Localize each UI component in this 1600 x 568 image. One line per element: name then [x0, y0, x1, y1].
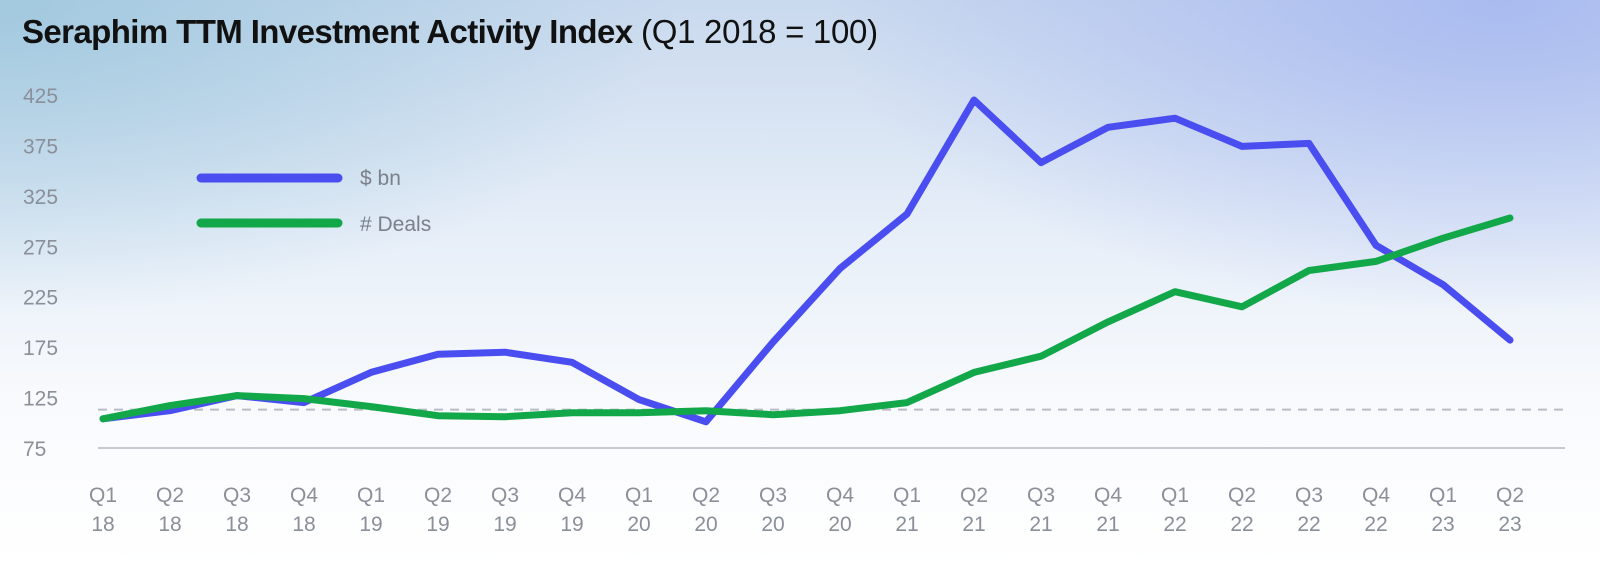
x-tick-quarter: Q4 [1094, 484, 1122, 507]
x-tick-quarter: Q3 [759, 484, 787, 507]
x-tick-quarter: Q4 [290, 484, 318, 507]
y-tick-label: 225 [23, 287, 58, 310]
y-tick-label: 75 [23, 438, 46, 461]
x-tick-year: 21 [1096, 513, 1119, 536]
x-tick-year: 18 [91, 513, 114, 536]
legend-item-usd: $ bn [196, 167, 401, 190]
x-tick-quarter: Q1 [1429, 484, 1457, 507]
x-tick-quarter: Q2 [692, 484, 720, 507]
chart-title: Seraphim TTM Investment Activity Index (… [22, 12, 878, 52]
x-tick-year: 20 [627, 513, 650, 536]
x-tick-year: 23 [1498, 513, 1521, 536]
x-tick-year: 20 [828, 513, 851, 536]
legend-item-deals: # Deals [196, 213, 431, 236]
x-tick-quarter: Q1 [357, 484, 385, 507]
x-tick-year: 18 [225, 513, 248, 536]
x-tick-quarter: Q2 [960, 484, 988, 507]
x-tick-year: 18 [158, 513, 181, 536]
series-line-usd [99, 96, 1514, 426]
x-tick-year: 22 [1364, 513, 1387, 536]
x-axis-ticks: Q118Q218Q318Q418Q119Q219Q319Q419Q120Q220… [89, 484, 1524, 536]
x-tick-quarter: Q4 [1362, 484, 1390, 507]
x-tick-quarter: Q1 [89, 484, 117, 507]
x-tick-year: 22 [1297, 513, 1320, 536]
x-tick-year: 20 [694, 513, 717, 536]
x-tick-quarter: Q2 [1496, 484, 1524, 507]
chart-title-main: Seraphim TTM Investment Activity Index [22, 13, 633, 50]
x-tick-quarter: Q3 [223, 484, 251, 507]
x-tick-year: 23 [1431, 513, 1454, 536]
series-line-deals [99, 214, 1514, 423]
x-tick-year: 21 [895, 513, 918, 536]
x-tick-year: 20 [761, 513, 784, 536]
x-tick-year: 22 [1163, 513, 1186, 536]
legend-label-deals: # Deals [360, 213, 431, 236]
y-tick-label: 325 [23, 186, 58, 209]
x-tick-year: 22 [1230, 513, 1253, 536]
x-tick-year: 18 [292, 513, 315, 536]
x-tick-quarter: Q2 [156, 484, 184, 507]
x-tick-year: 19 [426, 513, 449, 536]
x-tick-quarter: Q1 [1161, 484, 1189, 507]
x-tick-quarter: Q3 [1027, 484, 1055, 507]
x-tick-quarter: Q4 [558, 484, 586, 507]
x-tick-year: 21 [1029, 513, 1052, 536]
y-axis-ticks: 425 375 325 275 225 175 125 75 [23, 85, 58, 461]
y-tick-label: 125 [23, 388, 58, 411]
y-tick-label: 275 [23, 236, 58, 259]
x-tick-year: 19 [560, 513, 583, 536]
x-tick-quarter: Q2 [1228, 484, 1256, 507]
x-tick-year: 19 [359, 513, 382, 536]
x-tick-quarter: Q3 [491, 484, 519, 507]
x-tick-quarter: Q1 [893, 484, 921, 507]
y-tick-label: 375 [23, 135, 58, 158]
x-tick-quarter: Q3 [1295, 484, 1323, 507]
x-tick-quarter: Q4 [826, 484, 854, 507]
x-tick-quarter: Q2 [424, 484, 452, 507]
legend-label-usd: $ bn [360, 167, 401, 190]
series-lines [99, 96, 1514, 426]
chart-title-sub: (Q1 2018 = 100) [641, 13, 878, 50]
legend: $ bn # Deals [196, 167, 431, 236]
y-tick-label: 425 [23, 85, 58, 108]
y-tick-label: 175 [23, 337, 58, 360]
x-tick-year: 21 [962, 513, 985, 536]
x-tick-quarter: Q1 [625, 484, 653, 507]
x-tick-year: 19 [493, 513, 516, 536]
